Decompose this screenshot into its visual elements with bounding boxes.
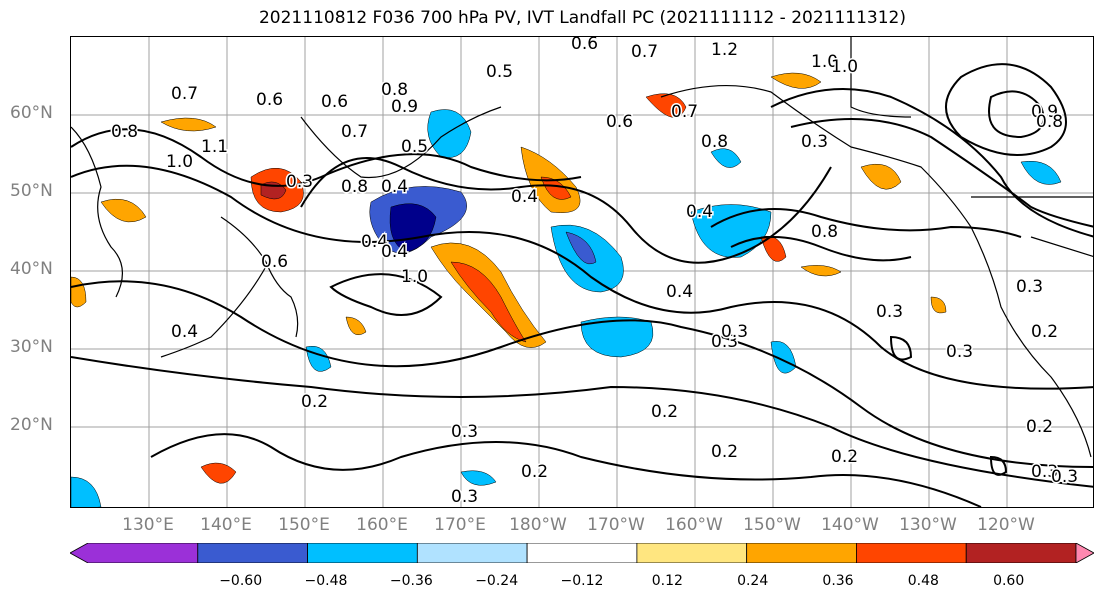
colorbar-segment — [1075, 543, 1094, 563]
contour-label: 0.3 — [801, 132, 828, 152]
colorbar-tick-label: −0.48 — [304, 573, 348, 589]
contour-label: 0.6 — [606, 112, 633, 132]
contour-label: 0.8 — [701, 132, 728, 152]
colorbar-tick-label: −0.60 — [219, 573, 263, 589]
lon-label-170w: 170°W — [587, 515, 645, 535]
contour-label: 0.2 — [831, 447, 858, 467]
contour-label: 0.5 — [486, 62, 513, 82]
contour-label: 0.3 — [451, 422, 478, 442]
contour-label: 0.8 — [381, 80, 408, 100]
contour-label: 0.2 — [301, 392, 328, 412]
contour-label: 0.4 — [361, 232, 388, 252]
colorbar-tick-label: 0.48 — [907, 573, 939, 589]
contour-label: 0.7 — [671, 102, 698, 122]
colorbar-tick-label: 0.24 — [737, 573, 769, 589]
contour-label: 0.4 — [381, 242, 408, 262]
contour-label: 1.0 — [166, 152, 193, 172]
contour-label: 0.3 — [1031, 462, 1058, 482]
lon-label-150w: 150°W — [743, 515, 801, 535]
lon-label-140w: 140°W — [821, 515, 879, 535]
contour-label: 0.6 — [571, 37, 598, 54]
contour-label: 0.3 — [711, 332, 738, 352]
colorbar-tick-label: 0.12 — [651, 573, 683, 589]
colorbar-tick-label: 0.36 — [822, 573, 854, 589]
colorbar-segment — [70, 543, 199, 563]
contour-label: 0.2 — [651, 402, 678, 422]
lon-label-130w: 130°W — [899, 515, 957, 535]
lat-label-40n: 40°N — [10, 259, 53, 279]
shaded-field — [71, 72, 1062, 507]
contour-label: 0.9 — [1031, 102, 1058, 122]
contour-label: 0.3 — [451, 487, 478, 507]
lon-label-130e: 130°E — [122, 515, 174, 535]
contour-label: 0.6 — [261, 252, 288, 272]
colorbar-tick-label: −0.36 — [389, 573, 433, 589]
colorbar-tick-label: −0.12 — [560, 573, 604, 589]
coastlines — [71, 37, 1093, 458]
colorbar-segment — [307, 543, 418, 563]
lon-label-120w: 120°W — [977, 515, 1035, 535]
contour-label: 0.2 — [711, 442, 738, 462]
colorbar-segments — [70, 543, 1094, 563]
colorbar — [70, 543, 1094, 563]
contour-label: 1.0 — [401, 267, 428, 287]
map-canvas: 0.60.50.7 0.6 0.81.21.00.70.60.8 0.7 0.60.80… — [71, 37, 1093, 507]
colorbar-segment — [197, 543, 308, 563]
colorbar-segment — [965, 543, 1077, 563]
lon-label-170e: 170°E — [434, 515, 486, 535]
contour-label: 0.5 — [401, 137, 428, 157]
colorbar-tick-label: 0.60 — [993, 573, 1025, 589]
contour-label: 0.8 — [341, 177, 368, 197]
contour-label: 0.8 — [111, 122, 138, 142]
contour-label: 0.3 — [1016, 277, 1043, 297]
colorbar-segment — [416, 543, 528, 563]
contour-label: 0.6 — [321, 92, 348, 112]
map-title: 2021110812 F036 700 hPa PV, IVT Landfall… — [258, 8, 906, 28]
contour-label: 0.3 — [946, 342, 973, 362]
contour-labels: 0.60.50.7 0.6 0.81.21.00.70.60.8 0.7 0.60.80… — [110, 37, 1080, 507]
lat-label-60n: 60°N — [10, 103, 53, 123]
contour-label: 0.7 — [171, 84, 198, 104]
contour-label: 0.2 — [1026, 417, 1053, 437]
contour-label: 0.4 — [171, 322, 198, 342]
lon-label-160e: 160°E — [356, 515, 408, 535]
contour-label: 1.0 — [811, 52, 838, 72]
contour-label: 0.3 — [286, 172, 313, 192]
contour-label: 1.0 — [831, 57, 858, 77]
contour-label: 0.4 — [381, 177, 408, 197]
contour-label: 0.2 — [521, 462, 548, 482]
lon-label-180w: 180°W — [509, 515, 567, 535]
contour-label: 0.8 — [811, 222, 838, 242]
graticule — [71, 37, 1093, 507]
lat-label-50n: 50°N — [10, 181, 53, 201]
lon-label-150e: 150°E — [278, 515, 330, 535]
contour-label: 0.8 — [1036, 112, 1063, 132]
lat-label-30n: 30°N — [10, 337, 53, 357]
contour-label: 1.2 — [711, 40, 738, 60]
colorbar-segment — [856, 543, 967, 563]
contour-label: 0.7 — [631, 42, 658, 62]
colorbar-segment — [746, 543, 857, 563]
contour-label: 0.6 — [256, 90, 283, 110]
lon-label-160w: 160°W — [665, 515, 723, 535]
colorbar-segment — [636, 543, 748, 563]
contour-label: 0.9 — [391, 97, 418, 117]
contour-label: 0.4 — [666, 282, 693, 302]
colorbar-segment — [526, 543, 638, 563]
contour-label: 0.2 — [1031, 322, 1058, 342]
contour-label: 0.4 — [686, 202, 713, 222]
contour-label: 0.7 — [341, 122, 368, 142]
contours — [71, 63, 1093, 507]
contour-label: 0.4 — [511, 187, 538, 207]
colorbar-tick-label: −0.24 — [475, 573, 519, 589]
lat-label-20n: 20°N — [10, 415, 53, 435]
contour-label: 0.3 — [721, 322, 748, 342]
lon-label-140e: 140°E — [200, 515, 252, 535]
contour-label: 0.3 — [1051, 467, 1078, 487]
contour-label: 0.3 — [876, 302, 903, 322]
map-frame: 0.6 0.5 0.7 0.6 0.8 1.2 1.0 0.7 0.6 0.8 0.7 0.6 0.8 0… — [70, 36, 1094, 508]
contour-label: 1.1 — [201, 137, 228, 157]
